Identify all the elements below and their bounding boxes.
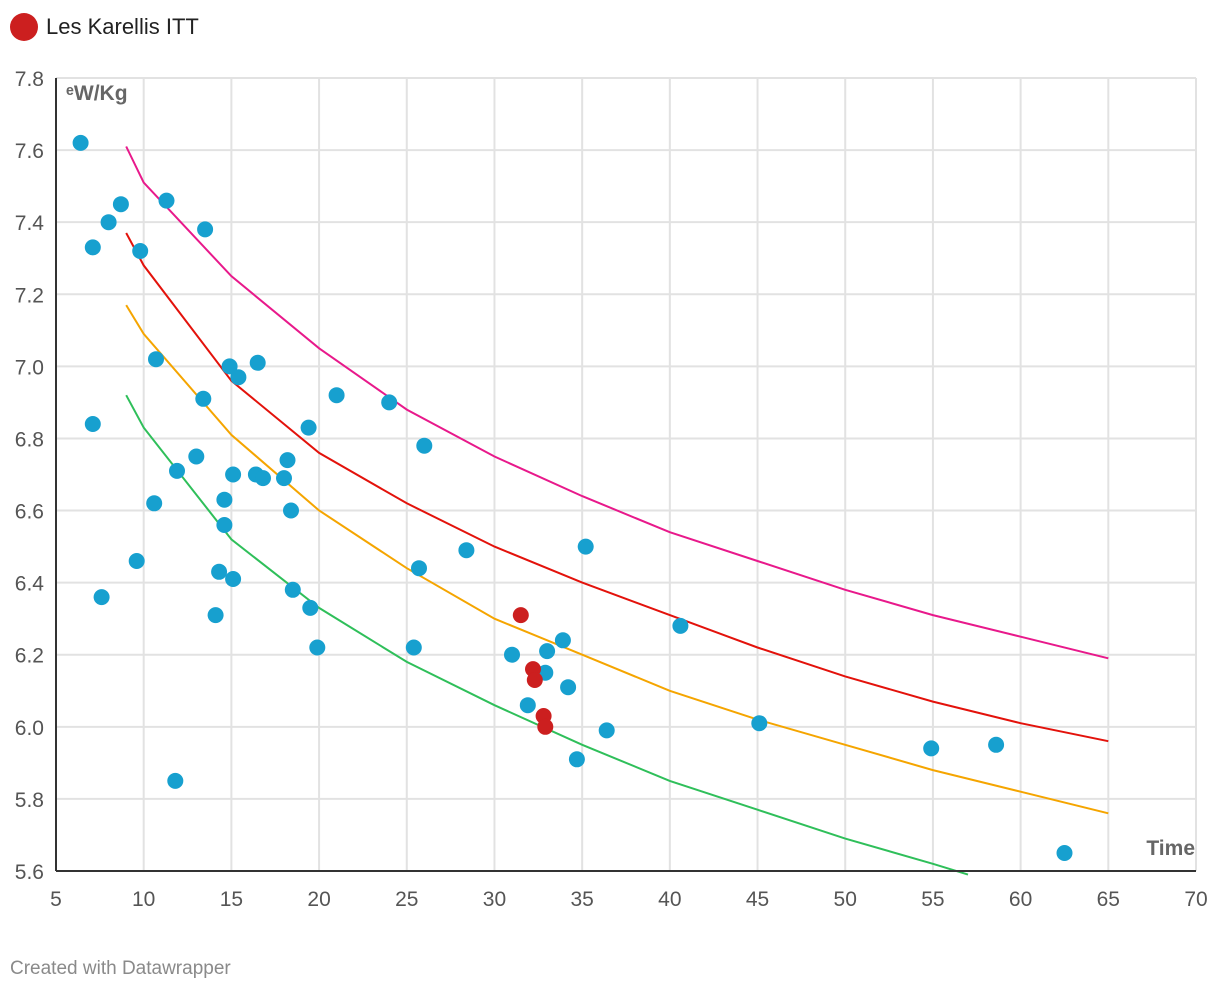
data-point-other: [328, 387, 345, 404]
data-point-other: [188, 448, 205, 465]
data-point-karellis: [512, 607, 529, 624]
y-tick-label: 7.6: [15, 140, 44, 163]
data-point-other: [84, 239, 101, 256]
legend-swatch-les-karellis: [10, 13, 38, 41]
axes: 5 10 15 20 25 30 35 40 45 50 55 60 65 70 5.6 5.8 6.0 6.2 6…: [15, 68, 1208, 911]
legend-label: Les Karellis ITT: [46, 14, 199, 39]
data-point-other: [216, 491, 233, 508]
data-point-other: [167, 772, 184, 789]
x-tick-label: 35: [570, 888, 593, 911]
x-tick-label: 50: [834, 888, 857, 911]
data-point-other: [302, 599, 319, 616]
data-point-other: [132, 243, 149, 259]
y-tick-label: 7.0: [15, 356, 44, 379]
data-point-other: [283, 502, 299, 519]
data-point-other: [230, 369, 247, 386]
curve-orange: [125, 304, 1109, 815]
y-axis-title: ᵉW/Kg: [66, 82, 128, 105]
data-point-karellis: [537, 718, 554, 735]
data-point-other: [221, 358, 238, 375]
data-point-other: [100, 214, 117, 231]
grid: [56, 77, 1197, 871]
y-tick-label: 7.4: [15, 212, 45, 235]
x-tick-label: 10: [132, 888, 155, 911]
y-tick-label: 6.6: [15, 501, 44, 524]
data-point-other: [169, 462, 185, 479]
data-point-other: [207, 607, 224, 624]
x-tick-label: 45: [746, 888, 769, 911]
curve-red: [125, 232, 1109, 743]
data-point-other: [211, 563, 228, 580]
data-point-other: [300, 419, 317, 436]
y-tick-label: 5.6: [15, 861, 44, 884]
x-axis-title: Time: [1146, 837, 1195, 860]
x-tick-label: 20: [307, 888, 330, 911]
data-point-other: [216, 517, 233, 533]
x-tick-label: 70: [1184, 888, 1207, 911]
data-point-other: [411, 560, 427, 577]
data-point-other: [381, 394, 398, 411]
data-point-other: [923, 740, 940, 757]
legend: Les Karellis ITT: [10, 12, 199, 42]
data-points: [72, 134, 1073, 861]
y-tick-label: 6.4: [15, 573, 45, 596]
data-point-other: [504, 646, 520, 663]
data-point-other: [519, 697, 536, 714]
data-point-other: [255, 470, 271, 487]
data-point-other: [284, 581, 301, 598]
data-point-other: [458, 542, 475, 559]
x-tick-label: 55: [921, 888, 944, 911]
data-point-other: [128, 553, 145, 569]
data-point-other: [560, 679, 577, 696]
data-point-other: [72, 134, 89, 151]
data-point-other: [197, 221, 214, 238]
data-point-other: [1056, 845, 1073, 861]
data-point-other: [568, 751, 585, 768]
x-tick-label: 60: [1009, 888, 1032, 911]
data-point-other: [554, 632, 571, 649]
data-point-other: [672, 617, 689, 634]
data-point-other: [84, 416, 101, 432]
data-point-other: [158, 192, 175, 209]
data-point-other: [225, 466, 242, 483]
data-point-other: [416, 437, 433, 454]
curve-green: [125, 394, 969, 876]
data-point-other: [276, 470, 292, 487]
data-point-other: [195, 390, 212, 407]
footer-credit: Created with Datawrapper: [10, 958, 231, 979]
y-tick-label: 6.2: [15, 645, 44, 668]
y-tick-label: 5.8: [15, 789, 44, 812]
data-point-other: [93, 589, 110, 606]
data-point-other: [751, 715, 768, 732]
y-tick-label: 6.8: [15, 428, 44, 451]
y-tick-label: 6.0: [15, 717, 44, 740]
data-point-other: [225, 571, 242, 587]
y-tick-label: 7.2: [15, 284, 44, 307]
curve-pink: [125, 146, 1109, 660]
data-point-other: [146, 495, 163, 512]
data-point-other: [577, 538, 594, 555]
x-tick-label: 40: [658, 888, 681, 911]
data-point-other: [598, 722, 615, 739]
data-point-other: [279, 452, 296, 469]
y-tick-label: 7.8: [15, 68, 44, 91]
x-tick-label: 15: [220, 888, 243, 911]
x-tick-label: 30: [483, 888, 506, 911]
data-point-other: [112, 196, 129, 213]
data-point-other: [539, 643, 556, 660]
x-tick-label: 25: [395, 888, 418, 911]
data-point-other: [405, 639, 422, 656]
x-tick-label: 65: [1097, 888, 1120, 911]
data-point-other: [249, 354, 266, 371]
data-point-other: [309, 639, 326, 656]
data-point-other: [988, 736, 1005, 753]
x-tick-label: 5: [50, 888, 62, 911]
data-point-karellis: [526, 672, 543, 688]
data-point-other: [148, 351, 164, 368]
